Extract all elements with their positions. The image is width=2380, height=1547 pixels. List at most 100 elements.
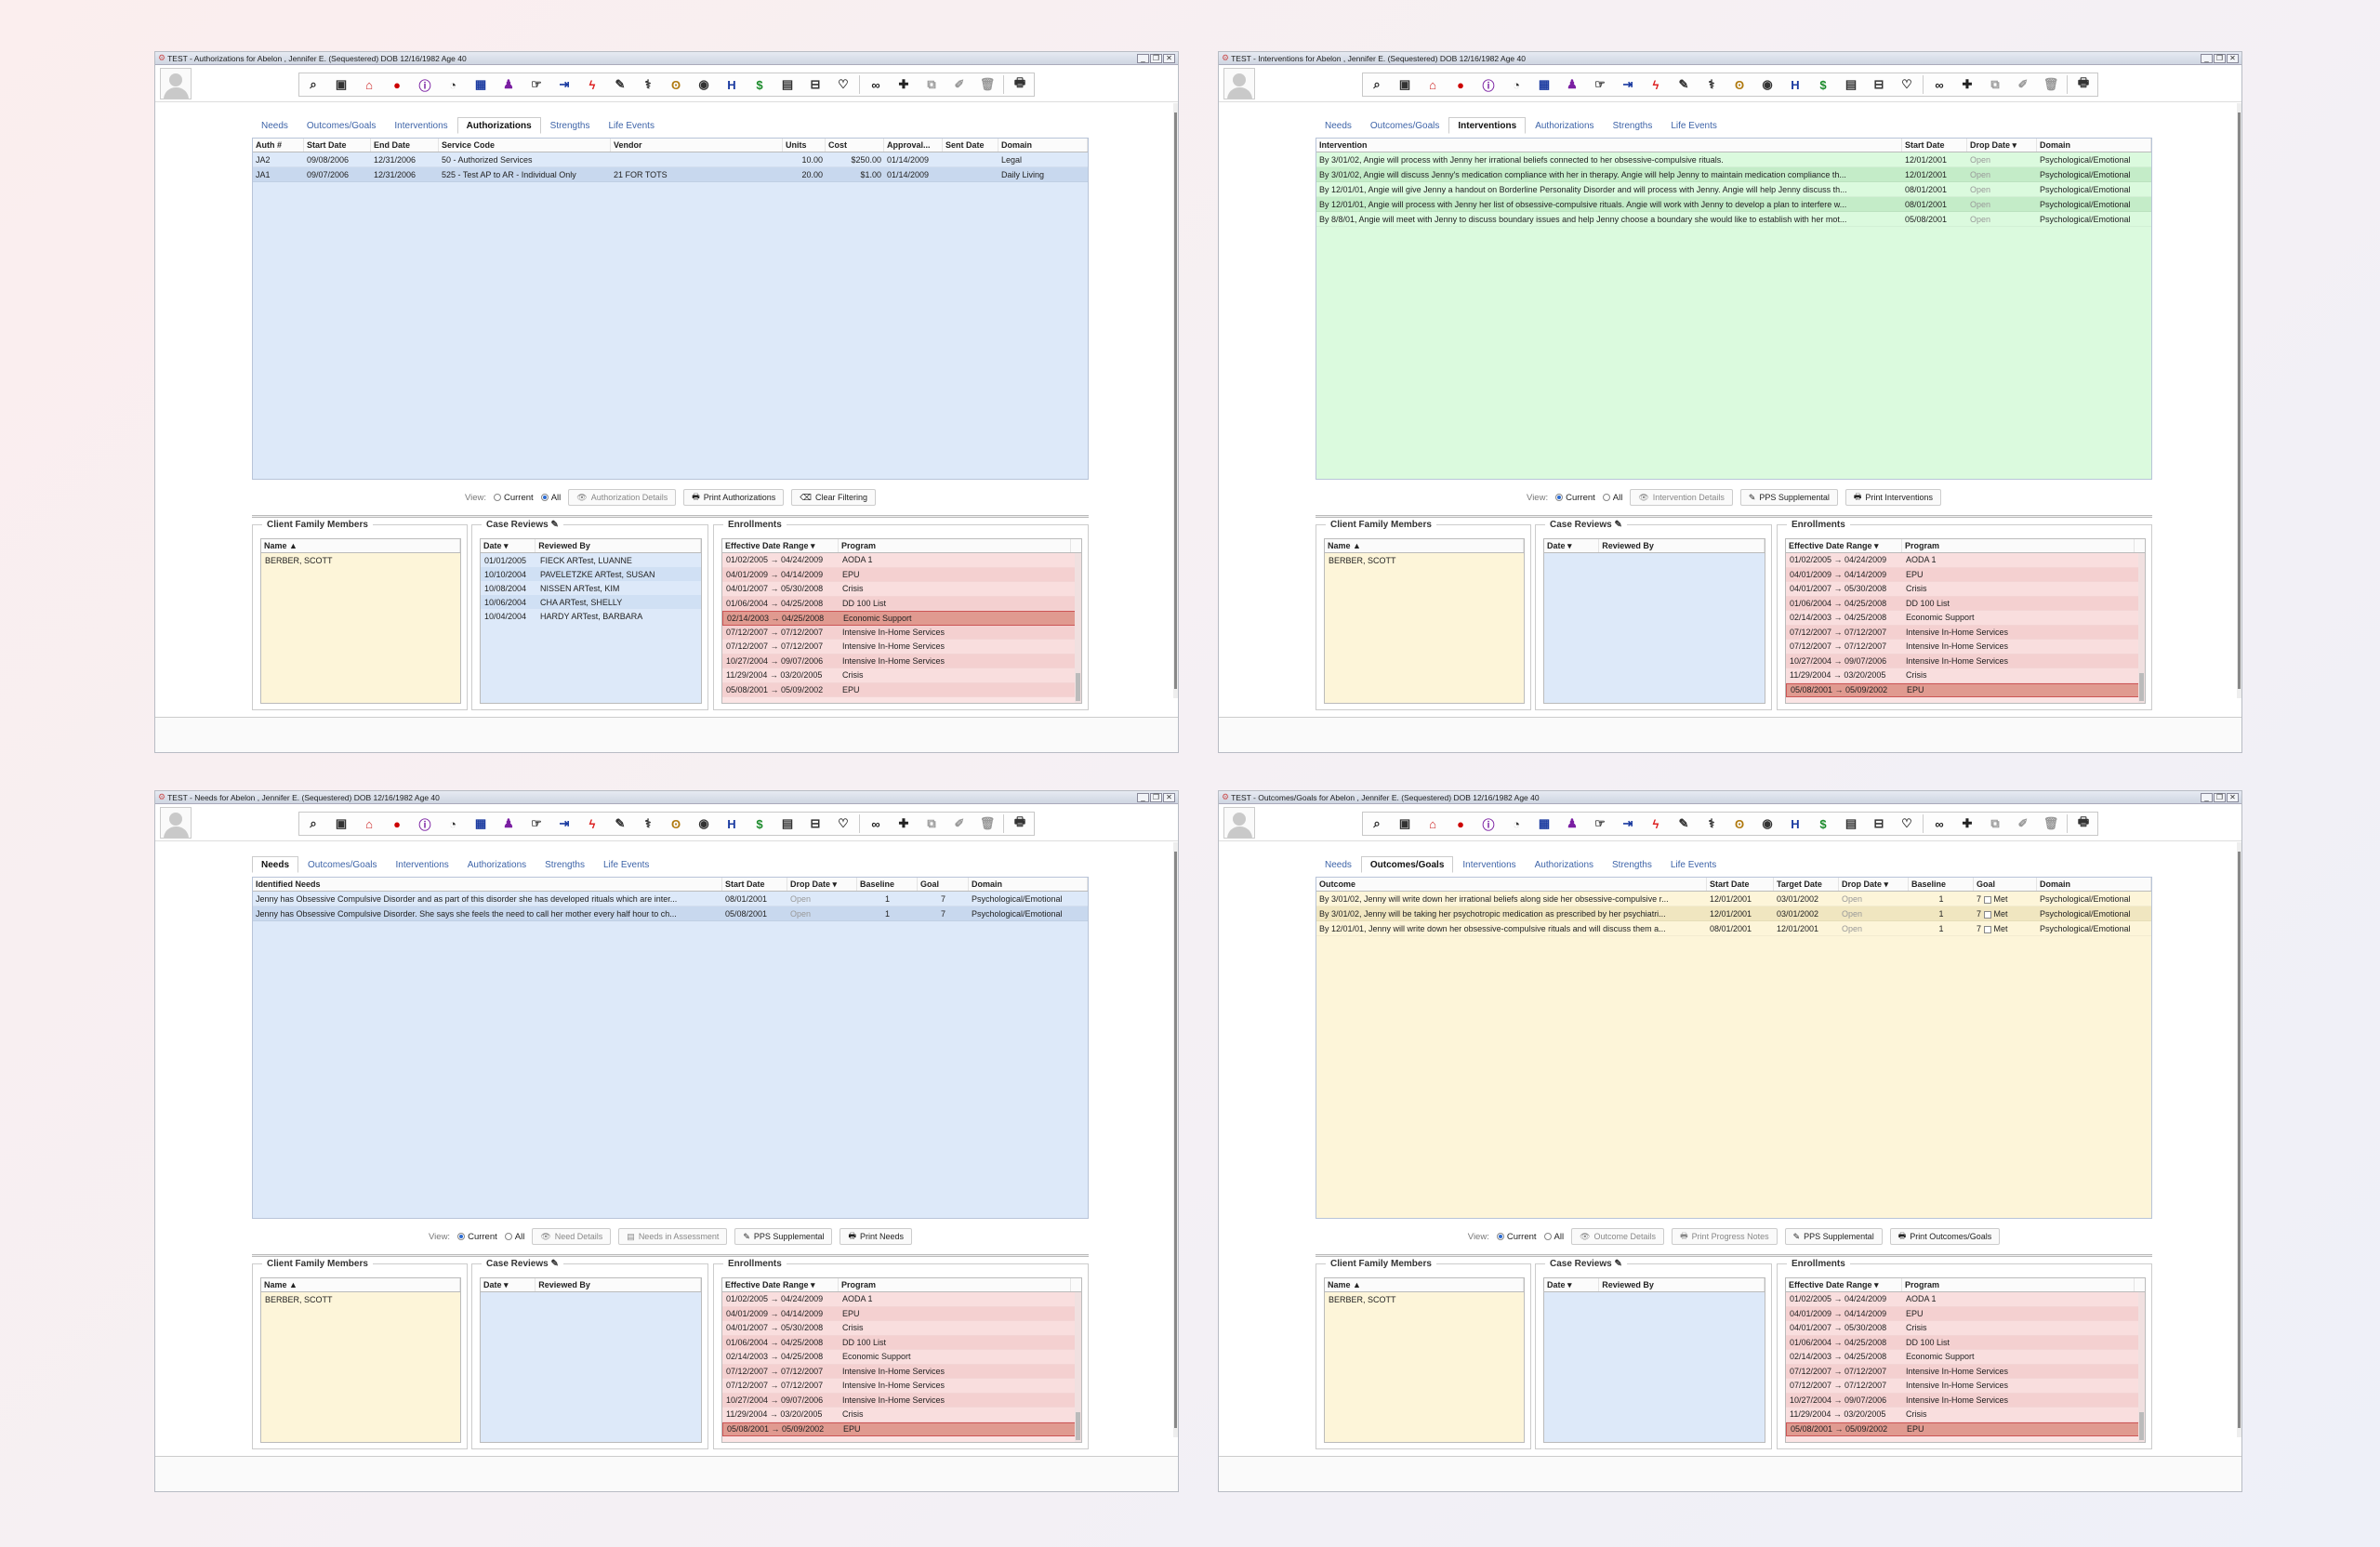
briefcase-icon[interactable]: ▤ xyxy=(781,816,794,830)
print-icon[interactable]: 🖶 xyxy=(2077,75,2090,89)
pencil-icon[interactable]: ✎ xyxy=(1614,520,1622,530)
radio-all[interactable]: All xyxy=(540,493,561,503)
tab-outcomes-goals[interactable]: Outcomes/Goals xyxy=(1369,121,1440,131)
tab-needs[interactable]: Needs xyxy=(261,121,288,131)
stethoscope-icon[interactable]: ⚕ xyxy=(644,816,652,830)
enrollments-scrollbar[interactable] xyxy=(2138,553,2145,703)
person-icon[interactable]: ♟ xyxy=(503,77,514,91)
binoculars-icon[interactable]: ∞ xyxy=(871,816,880,831)
col-vendor[interactable]: Vendor xyxy=(611,139,783,152)
col-start-date[interactable]: Start Date xyxy=(722,878,787,891)
tab-interventions[interactable]: Interventions xyxy=(1448,117,1527,134)
tab-authorizations[interactable]: Authorizations xyxy=(1535,121,1594,131)
tab-strengths[interactable]: Strengths xyxy=(1612,860,1652,870)
note-icon[interactable]: ✎ xyxy=(615,816,626,830)
print-icon[interactable]: 🖶 xyxy=(1013,814,1026,828)
calendar-icon[interactable]: ▦ xyxy=(1538,816,1551,830)
delete-icon[interactable]: 🗑 xyxy=(2043,77,2059,91)
home-icon[interactable]: ⌂ xyxy=(1429,77,1436,92)
inbox-icon[interactable]: ⊟ xyxy=(810,77,821,91)
delete-icon[interactable]: 🗑 xyxy=(979,816,996,830)
pps-supplemental-button[interactable]: ✎ PPS Supplemental xyxy=(734,1228,833,1245)
bear-icon[interactable]: ʘ xyxy=(1734,77,1745,92)
print-interventions-button[interactable]: 🖶 Print Interventions xyxy=(1844,489,1941,506)
search-icon[interactable]: ⌕ xyxy=(1373,77,1381,91)
record-icon[interactable]: ● xyxy=(1457,77,1464,92)
met-checkbox[interactable] xyxy=(1983,925,1991,933)
col-drop-date[interactable]: Drop Date ▾ xyxy=(1967,139,2037,152)
tab-strengths[interactable]: Strengths xyxy=(545,860,585,870)
heart-icon[interactable]: ♡ xyxy=(1901,816,1912,830)
list-item[interactable]: 10/27/2004 → 09/07/2006 Intensive In-Home… xyxy=(1786,1393,2145,1408)
col-name[interactable]: Name ▲ xyxy=(1325,1278,1524,1291)
col-name[interactable]: Name ▲ xyxy=(1325,539,1524,552)
intervention-details-button[interactable]: 👁 Intervention Details xyxy=(1630,489,1733,506)
search-icon[interactable]: ⌕ xyxy=(1373,816,1381,830)
info-icon[interactable]: ⓘ xyxy=(418,817,431,832)
col-target-date[interactable]: Target Date xyxy=(1774,878,1839,891)
pps-supplemental-button[interactable]: ✎ PPS Supplemental xyxy=(1784,1228,1883,1245)
col-reviewed-by[interactable]: Reviewed By xyxy=(1599,539,1765,552)
vertical-scrollbar[interactable] xyxy=(1173,103,1178,698)
list-item[interactable]: 01/06/2004 → 04/25/2008 DD 100 List xyxy=(722,596,1081,611)
edit-icon[interactable]: ✐ xyxy=(2017,77,2029,91)
bear-icon[interactable]: ʘ xyxy=(670,816,681,831)
print-icon[interactable]: 🖶 xyxy=(1013,75,1026,89)
stethoscope-icon[interactable]: ⚕ xyxy=(1708,816,1715,830)
record-icon[interactable]: ● xyxy=(393,77,401,92)
list-item[interactable]: 01/02/2005 → 04/24/2009 AODA 1 xyxy=(1786,1292,2145,1307)
home-icon[interactable]: ⌂ xyxy=(1429,816,1436,831)
dollar-icon[interactable]: $ xyxy=(1819,77,1827,92)
vertical-scrollbar[interactable] xyxy=(1173,842,1178,1437)
tab-interventions[interactable]: Interventions xyxy=(395,860,449,870)
list-item[interactable]: 02/14/2003 → 04/25/2008 Economic Support xyxy=(1786,1350,2145,1365)
person-icon[interactable]: ♟ xyxy=(1567,816,1578,830)
heart-icon[interactable]: ♡ xyxy=(838,816,849,830)
table-row[interactable]: By 3/01/02, Angie will process with Jenn… xyxy=(1316,152,2151,167)
list-item[interactable]: 07/12/2007 → 07/12/2007 Intensive In-Home… xyxy=(1786,1379,2145,1394)
delete-icon[interactable]: 🗑 xyxy=(2043,816,2059,830)
inbox-icon[interactable]: ⊟ xyxy=(1873,77,1884,91)
col-start-date[interactable]: Start Date xyxy=(1902,139,1967,152)
list-item[interactable]: 05/08/2001 → 05/09/2002 EPU xyxy=(722,1421,1081,1436)
list-item[interactable]: 02/14/2003 → 04/25/2008 Economic Support xyxy=(722,611,1081,626)
list-item[interactable]: 11/29/2004 → 03/20/2005 Crisis xyxy=(1786,1408,2145,1422)
radio-current[interactable]: Current xyxy=(494,493,534,503)
list-item[interactable]: 05/08/2001 → 05/09/2002 EPU xyxy=(722,682,1081,697)
minimize-button[interactable]: _ xyxy=(2201,53,2213,63)
minimize-button[interactable]: _ xyxy=(1137,53,1149,63)
col-range[interactable]: Effective Date Range ▾ xyxy=(722,539,839,552)
list-item[interactable]: 01/02/2005 → 04/24/2009 AODA 1 xyxy=(722,1292,1081,1307)
list-item[interactable]: 05/08/2001 → 05/09/2002 EPU xyxy=(1786,682,2145,697)
dashboard-icon[interactable]: ◔ xyxy=(1513,77,1520,92)
person-icon[interactable]: ♟ xyxy=(503,816,514,830)
book-icon[interactable]: ▣ xyxy=(335,77,348,91)
met-checkbox[interactable] xyxy=(1983,910,1991,919)
radio-all[interactable]: All xyxy=(504,1232,524,1242)
col-date[interactable]: Date ▾ xyxy=(481,539,536,552)
col-units[interactable]: Units xyxy=(783,139,826,152)
col-goal[interactable]: Goal xyxy=(918,878,969,891)
add-icon[interactable]: ✚ xyxy=(898,77,909,91)
dashboard-icon[interactable]: ◔ xyxy=(449,816,456,831)
needs-in-assessment-button[interactable]: ▤ Needs in Assessment xyxy=(618,1228,728,1245)
col-start-date[interactable]: Start Date xyxy=(1707,878,1774,891)
print-authorizations-button[interactable]: 🖶 Print Authorizations xyxy=(683,489,785,506)
restore-button[interactable]: ❐ xyxy=(1150,53,1162,63)
tab-authorizations[interactable]: Authorizations xyxy=(456,117,541,134)
flash-icon[interactable]: ϟ xyxy=(588,77,596,92)
vertical-scrollbar[interactable] xyxy=(2237,103,2241,698)
record-icon[interactable]: ● xyxy=(393,816,401,831)
vertical-scrollbar[interactable] xyxy=(2237,842,2241,1437)
hospital-icon[interactable]: H xyxy=(1791,77,1800,92)
record-icon[interactable]: ● xyxy=(1457,816,1464,831)
calendar-icon[interactable]: ▦ xyxy=(1538,77,1551,91)
bear-icon[interactable]: ʘ xyxy=(670,77,681,92)
list-item[interactable]: 05/08/2001 → 05/09/2002 EPU xyxy=(1786,1421,2145,1436)
calendar-icon[interactable]: ▦ xyxy=(474,816,487,830)
list-item[interactable]: 01/02/2005 → 04/24/2009 AODA 1 xyxy=(1786,553,2145,568)
tab-life-events[interactable]: Life Events xyxy=(608,121,654,131)
flash-icon[interactable]: ϟ xyxy=(1652,816,1659,831)
table-row[interactable]: By 3/01/02, Jenny will write down her ir… xyxy=(1316,892,2151,906)
list-item[interactable]: 07/12/2007 → 07/12/2007 Intensive In-Home… xyxy=(1786,1364,2145,1379)
